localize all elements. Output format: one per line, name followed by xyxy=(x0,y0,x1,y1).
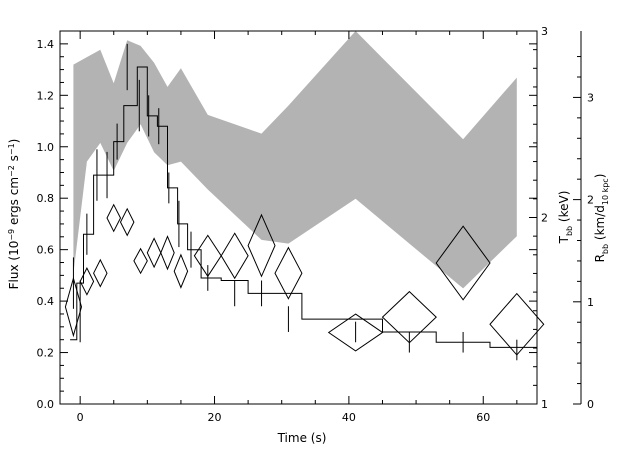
axes-layer: 0.0 0.2 0.4 0.6 0.8 1.0 1.2 1.4 0 20 40 60 1 2 3 0 1 2 3 xyxy=(37,25,595,424)
diamond-layer xyxy=(64,203,545,356)
x-axis-label: Time (s) xyxy=(277,431,327,445)
y-tick-label: 0.2 xyxy=(37,347,55,360)
radius-diamond-marker xyxy=(64,276,83,338)
histogram-layer xyxy=(70,66,538,350)
radius-diamond-marker xyxy=(106,203,122,233)
radius-diamond-marker xyxy=(220,232,249,280)
radius-diamond-marker xyxy=(274,246,303,300)
y-tick-label: 1.2 xyxy=(37,89,55,102)
T-axis-tick-label: 3 xyxy=(541,25,548,38)
T-axis-tick-label: 2 xyxy=(541,212,548,225)
radius-diamond-marker xyxy=(435,225,491,301)
radius-diamond-marker xyxy=(146,237,162,269)
T-axis-tick-label: 1 xyxy=(541,398,548,411)
flux-histogram-line xyxy=(70,66,538,350)
x-tick-label: 0 xyxy=(77,411,84,424)
right-axis-T-label: Tbb (keV) xyxy=(557,191,574,245)
y-tick-label: 1.0 xyxy=(37,141,55,154)
y-tick-label: 0.8 xyxy=(37,192,55,205)
radius-diamond-marker xyxy=(93,258,108,288)
y-tick-label: 0.4 xyxy=(37,295,55,308)
errorbar-layer xyxy=(72,43,518,361)
temperature-band xyxy=(73,31,517,289)
y-tick-label: 0.6 xyxy=(37,244,55,257)
R-axis-tick-label: 0 xyxy=(587,398,594,411)
y-tick-label: 1.4 xyxy=(37,38,55,51)
y-tick-label: 0.0 xyxy=(37,398,55,411)
radius-diamond-marker xyxy=(79,266,95,296)
R-axis-tick-label: 2 xyxy=(587,194,594,207)
x-tick-label: 40 xyxy=(342,411,356,424)
x-tick-label: 60 xyxy=(476,411,490,424)
R-axis-tick-label: 1 xyxy=(587,296,594,309)
radius-diamond-marker xyxy=(327,313,384,352)
radius-diamond-marker xyxy=(193,234,222,278)
radius-diamond-marker xyxy=(160,235,175,271)
y-axis-label: Flux (10−9 ergs cm−2 s−1) xyxy=(7,139,21,290)
radius-diamond-marker xyxy=(381,290,437,344)
radius-diamond-marker xyxy=(119,207,135,237)
radius-diamond-marker xyxy=(489,292,545,356)
radius-diamond-marker xyxy=(247,213,276,278)
right-axis-R-label: Rbb (km/d10 kpc) xyxy=(593,174,610,263)
radius-diamond-marker xyxy=(133,247,148,275)
radius-diamond-marker xyxy=(173,253,189,289)
band-layer xyxy=(73,31,517,289)
x-tick-label: 20 xyxy=(208,411,222,424)
R-axis-tick-label: 3 xyxy=(587,91,594,104)
